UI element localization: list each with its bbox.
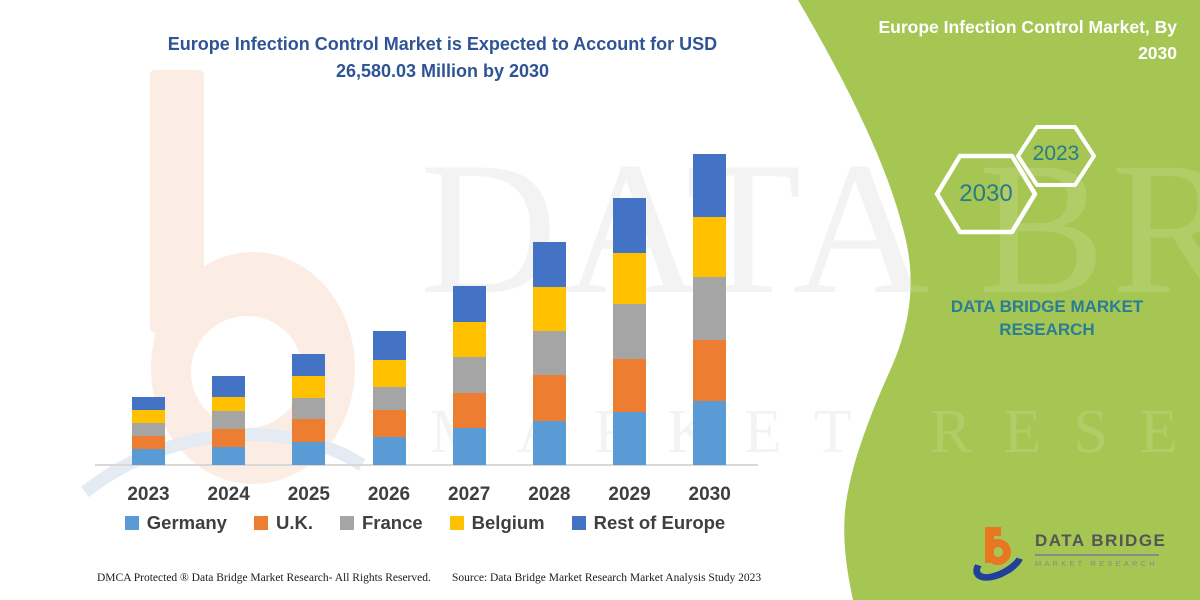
chart-legend: Germany U.K. France Belgium Rest of Europe — [80, 512, 770, 534]
bar-segment-2024-u-k- — [212, 429, 246, 448]
panel-title: Europe Infection Control Market, By 2030 — [878, 17, 1178, 63]
x-axis-label-2029: 2029 — [608, 484, 651, 505]
bar-segment-2023-u-k- — [132, 435, 165, 449]
x-axis-label-2028: 2028 — [528, 484, 571, 505]
bar-segment-2026-germany — [372, 437, 406, 465]
legend-swatch — [124, 516, 139, 530]
legend-swatch — [253, 516, 268, 530]
logo-name: DATA BRIDGE — [1035, 531, 1167, 550]
legend-label: U.K. — [275, 512, 313, 533]
bar-segment-2026-rest-of-europe — [372, 330, 406, 360]
bar-segment-2027-belgium — [452, 321, 486, 358]
panel-brand-text: DATA BRIDGE MARKET RESEARCH — [950, 297, 1144, 339]
bar-segment-2029-germany — [613, 411, 647, 465]
legend-item-germany: Germany — [124, 512, 227, 534]
green-panel-shape — [798, 0, 1200, 600]
x-axis-label-2023: 2023 — [127, 484, 170, 505]
legend-item-belgium: Belgium — [449, 512, 545, 534]
bar-segment-2024-germany — [212, 447, 246, 465]
source-note: Source: Data Bridge Market Research Mark… — [452, 572, 762, 584]
legend-item-france: France — [339, 512, 423, 534]
bar-segment-2025-rest-of-europe — [292, 354, 326, 376]
hexagon-label-2030: 2030 — [959, 180, 1013, 207]
bar-segment-2030-rest-of-europe — [693, 154, 727, 217]
brand-logo: DATA BRIDGE MARKET RESEARCH — [967, 523, 1177, 589]
bar-segment-2023-germany — [132, 448, 165, 465]
bar-segment-2030-belgium — [693, 216, 727, 278]
bar-segment-2027-rest-of-europe — [452, 286, 486, 322]
legend-swatch — [571, 516, 586, 530]
legend-swatch — [449, 516, 464, 530]
legend-item-rest-of-europe: Rest of Europe — [571, 512, 726, 534]
legend-item-u-k-: U.K. — [253, 512, 313, 534]
legend-label: Rest of Europe — [593, 512, 726, 533]
bar-segment-2028-rest-of-europe — [532, 242, 566, 288]
bar-segment-2028-france — [532, 330, 566, 376]
hexagon-2023-outline — [1016, 125, 1096, 187]
bar-segment-2025-france — [292, 398, 326, 419]
hexagon-2030-outline — [934, 153, 1038, 235]
legend-label: France — [361, 512, 423, 533]
chart-title: Europe Infection Control Market is Expec… — [167, 34, 718, 81]
bar-segment-2028-germany — [532, 420, 566, 465]
bar-segment-2026-belgium — [372, 359, 406, 387]
x-axis-label-2024: 2024 — [207, 484, 250, 505]
bar-segment-2030-u-k- — [693, 339, 727, 401]
bar-segment-2029-france — [613, 304, 647, 360]
logo-text: DATA BRIDGE MARKET RESEARCH — [1035, 531, 1175, 568]
bar-segment-2025-germany — [292, 442, 326, 465]
bar-segment-2023-rest-of-europe — [132, 397, 165, 410]
logo-subtitle: MARKET RESEARCH — [1035, 558, 1158, 568]
legend-label: Belgium — [471, 512, 545, 533]
bar-segment-2028-belgium — [532, 287, 566, 331]
x-axis-label-2027: 2027 — [448, 484, 491, 505]
bar-segment-2029-u-k- — [613, 359, 647, 412]
bar-segment-2027-france — [452, 357, 486, 394]
x-axis-label-2026: 2026 — [367, 484, 411, 505]
x-axis-line — [95, 464, 758, 466]
bar-segment-2023-france — [132, 423, 165, 436]
data-bridge-logo-icon — [967, 525, 1031, 589]
bar-segment-2029-rest-of-europe — [613, 197, 647, 254]
bar-segment-2030-germany — [693, 400, 727, 465]
bar-segment-2024-france — [212, 410, 246, 429]
bar-segment-2029-belgium — [613, 253, 647, 304]
bar-segment-2027-germany — [452, 428, 486, 465]
legend-label: Germany — [146, 512, 227, 533]
bar-segment-2023-belgium — [132, 409, 165, 424]
bar-segment-2026-france — [372, 386, 406, 410]
bar-segment-2025-belgium — [292, 376, 326, 399]
bar-segment-2026-u-k- — [372, 409, 406, 438]
bar-segment-2024-belgium — [212, 396, 246, 411]
logo-divider — [1035, 554, 1159, 556]
bar-segment-2028-u-k- — [532, 375, 566, 421]
x-axis-label-2030: 2030 — [688, 484, 731, 505]
hexagon-label-2023: 2023 — [1032, 142, 1080, 165]
bar-segment-2030-france — [693, 277, 727, 340]
dmca-notice: DMCA Protected ® Data Bridge Market Rese… — [97, 572, 431, 584]
legend-swatch — [339, 516, 354, 530]
bar-segment-2024-rest-of-europe — [212, 376, 246, 397]
bar-segment-2025-u-k- — [292, 419, 326, 443]
x-axis-label-2025: 2025 — [287, 484, 330, 505]
bar-segment-2027-u-k- — [452, 393, 486, 429]
